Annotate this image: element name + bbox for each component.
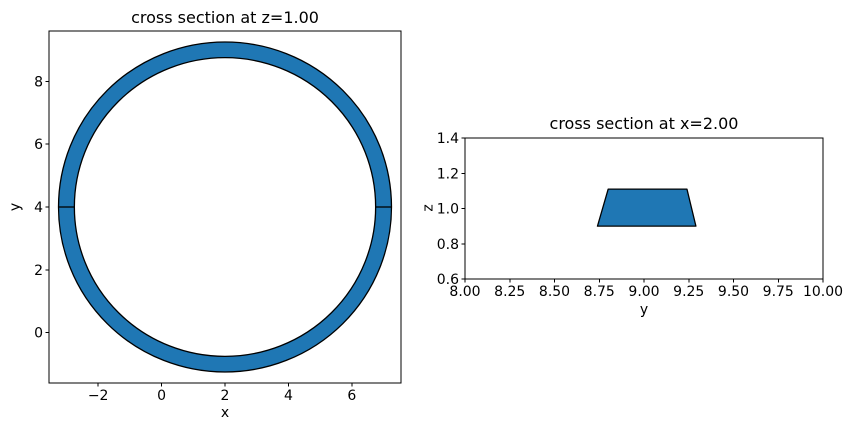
x-tick-label: 9.00 — [628, 284, 659, 300]
plot2-xlabel: y — [639, 302, 649, 318]
plot2-ylabel: z — [420, 204, 437, 212]
x-tick-label: 0 — [157, 388, 166, 404]
y-tick-label: 0.6 — [437, 272, 459, 288]
x-tick-label: 2 — [221, 388, 230, 404]
y-tick-label: 0.8 — [437, 237, 459, 253]
x-tick-label: 9.50 — [718, 284, 749, 300]
polygon-shape — [596, 188, 697, 227]
annulus-shape — [57, 41, 393, 373]
x-tick-label: 10.00 — [803, 284, 843, 300]
plot1-ylabel: y — [7, 202, 24, 212]
x-tick-label: 8.25 — [494, 284, 525, 300]
y-tick-label: 0 — [34, 326, 43, 342]
y-tick-label: 2 — [34, 263, 43, 279]
x-tick-label: 4 — [284, 388, 293, 404]
y-tick-label: 6 — [34, 137, 43, 153]
subplot-1: −2 0 2 4 6 0 2 4 6 8 — [34, 30, 402, 404]
x-tick-label: −2 — [88, 388, 109, 404]
plot2-title: cross section at x=2.00 — [549, 114, 739, 133]
x-tick-label: 8.00 — [449, 284, 480, 300]
x-tick-label: 8.50 — [539, 284, 570, 300]
y-tick-label: 1.0 — [437, 202, 459, 218]
x-tick-label: 9.25 — [673, 284, 704, 300]
x-tick-label: 8.75 — [584, 284, 615, 300]
x-tick-label: 9.75 — [763, 284, 794, 300]
y-tick-label: 1.4 — [437, 131, 459, 147]
subplot-2: 8.00 8.25 8.50 8.75 9.00 9.25 9.50 9.75 10.00 0.6… — [437, 131, 843, 300]
y-tick-label: 8 — [34, 74, 43, 90]
y-tick-label: 4 — [34, 200, 43, 216]
plot1-xlabel: x — [220, 405, 230, 421]
plot1-title: cross section at z=1.00 — [131, 8, 319, 27]
x-tick-label: 6 — [347, 388, 356, 404]
y-tick-label: 1.2 — [437, 166, 459, 182]
axes-box — [48, 30, 402, 384]
